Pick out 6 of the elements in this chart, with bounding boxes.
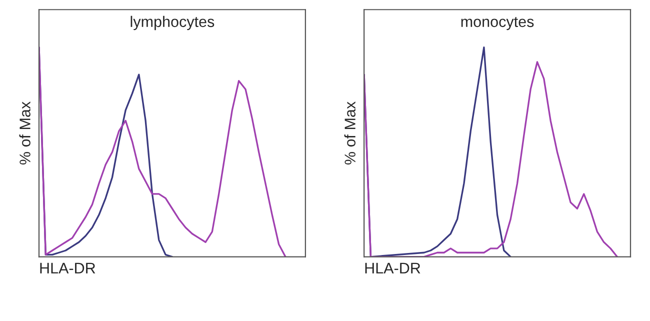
chart-title: lymphocytes [130,16,214,30]
y-axis-title: % of Max [344,102,356,165]
x-axis-title: HLA-DR [365,262,420,274]
y-axis-title: % of Max [19,102,30,165]
x-axis-title: HLA-DR [40,262,96,274]
chart-title: monocytes [461,17,534,30]
